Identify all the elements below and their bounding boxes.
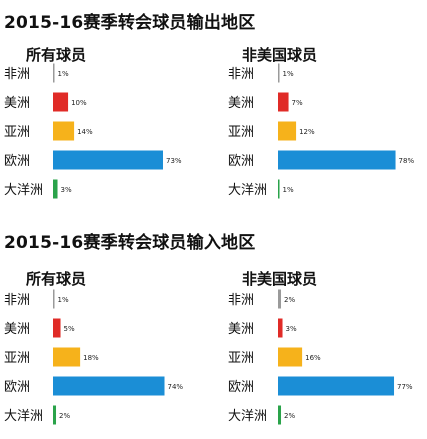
category-label-output-nonus-4: 大洋洲 xyxy=(228,183,267,198)
value-label-input-nonus-3: 77% xyxy=(397,383,413,391)
bar-output-all-2 xyxy=(53,121,75,141)
category-label-input-nonus-2: 亚洲 xyxy=(228,351,254,366)
category-label-input-nonus-1: 美洲 xyxy=(228,322,254,337)
bar-output-nonus-0 xyxy=(278,63,280,83)
category-label-input-nonus-0: 非洲 xyxy=(228,293,254,308)
value-label-output-nonus-1: 7% xyxy=(292,99,303,107)
value-label-output-all-4: 3% xyxy=(61,186,72,194)
value-label-output-all-2: 14% xyxy=(77,128,93,136)
bar-input-all-2 xyxy=(53,347,81,367)
bar-input-nonus-3 xyxy=(278,376,395,396)
bar-output-all-1 xyxy=(53,92,69,112)
panel-title-output-nonus: 非美国球员 xyxy=(242,46,318,64)
value-label-output-all-0: 1% xyxy=(58,70,69,78)
category-label-output-all-1: 美洲 xyxy=(4,96,30,111)
category-label-output-all-3: 欧洲 xyxy=(4,154,30,169)
bar-output-nonus-4 xyxy=(278,179,280,199)
value-label-input-all-2: 18% xyxy=(83,354,99,362)
value-label-input-all-4: 2% xyxy=(59,412,70,420)
bar-input-nonus-0 xyxy=(278,289,282,309)
category-label-input-all-1: 美洲 xyxy=(4,322,30,337)
value-label-output-all-1: 10% xyxy=(71,99,87,107)
panel-title-output-all: 所有球员 xyxy=(26,46,87,64)
bar-input-all-0 xyxy=(53,289,55,309)
value-label-input-nonus-4: 2% xyxy=(284,412,295,420)
bar-input-nonus-2 xyxy=(278,347,303,367)
panel-title-input-nonus: 非美国球员 xyxy=(242,270,318,288)
category-label-output-nonus-3: 欧洲 xyxy=(228,154,254,169)
bar-input-nonus-1 xyxy=(278,318,283,338)
value-label-output-nonus-2: 12% xyxy=(299,128,315,136)
value-label-output-nonus-4: 1% xyxy=(283,186,294,194)
value-label-input-all-1: 5% xyxy=(64,325,75,333)
value-label-output-all-3: 73% xyxy=(166,157,182,165)
category-label-input-all-3: 欧洲 xyxy=(4,380,30,395)
bar-output-nonus-3 xyxy=(278,150,396,170)
panel-title-input-all: 所有球员 xyxy=(26,270,87,288)
category-label-input-nonus-4: 大洋洲 xyxy=(228,409,267,424)
bar-output-all-4 xyxy=(53,179,58,199)
value-label-input-nonus-1: 3% xyxy=(286,325,297,333)
category-label-input-nonus-3: 欧洲 xyxy=(228,380,254,395)
bar-input-all-1 xyxy=(53,318,61,338)
category-label-output-nonus-0: 非洲 xyxy=(228,67,254,82)
category-label-output-all-2: 亚洲 xyxy=(4,125,30,140)
section-title-input: 2015-16赛季转会球员输入地区 xyxy=(4,233,256,253)
bar-input-all-3 xyxy=(53,376,165,396)
value-label-output-nonus-0: 1% xyxy=(283,70,294,78)
value-label-output-nonus-3: 78% xyxy=(399,157,415,165)
bar-output-all-0 xyxy=(53,63,55,83)
category-label-output-all-4: 大洋洲 xyxy=(4,183,43,198)
bar-output-nonus-2 xyxy=(278,121,297,141)
bar-output-all-3 xyxy=(53,150,163,170)
value-label-input-all-0: 1% xyxy=(58,296,69,304)
bar-output-nonus-1 xyxy=(278,92,289,112)
category-label-input-all-2: 亚洲 xyxy=(4,351,30,366)
bar-input-all-4 xyxy=(53,405,57,425)
value-label-input-nonus-0: 2% xyxy=(284,296,295,304)
category-label-output-nonus-1: 美洲 xyxy=(228,96,254,111)
value-label-input-all-3: 74% xyxy=(168,383,184,391)
category-label-input-all-0: 非洲 xyxy=(4,293,30,308)
section-title-output: 2015-16赛季转会球员输出地区 xyxy=(4,13,256,33)
category-label-output-nonus-2: 亚洲 xyxy=(228,125,254,140)
value-label-input-nonus-2: 16% xyxy=(305,354,321,362)
bar-input-nonus-4 xyxy=(278,405,282,425)
category-label-output-all-0: 非洲 xyxy=(4,67,30,82)
category-label-input-all-4: 大洋洲 xyxy=(4,409,43,424)
